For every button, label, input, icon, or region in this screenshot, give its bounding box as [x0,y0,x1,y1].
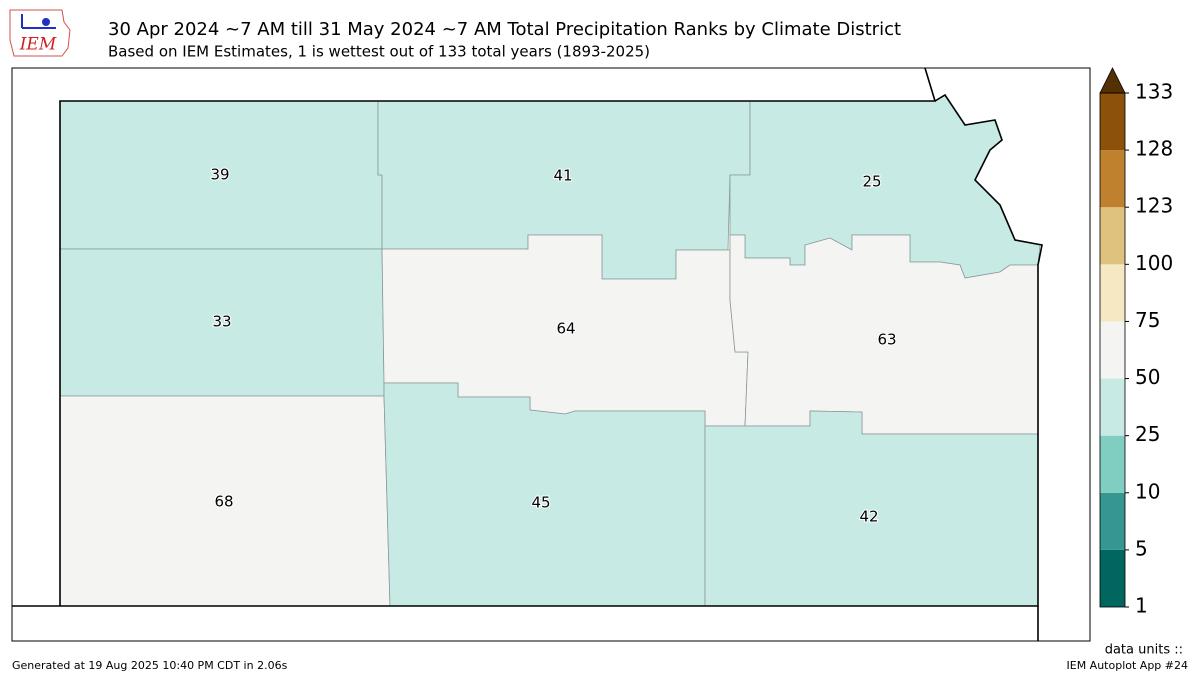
district [383,382,706,607]
footer-generated: Generated at 19 Aug 2025 10:40 PM CDT in… [12,659,288,672]
colorbar-segment [1100,150,1125,208]
state-borders [12,67,1043,641]
subtitle: Based on IEM Estimates, 1 is wettest out… [108,43,650,61]
district-rank: 45 [531,494,550,512]
title: 30 Apr 2024 ~7 AM till 31 May 2024 ~7 AM… [108,19,901,40]
colorbar-segment [1100,492,1125,550]
district-rank: 42 [859,508,878,526]
district-rank: 68 [214,493,233,511]
colorbar-tick-label: 10 [1135,479,1160,503]
colorbar-tick-label: 128 [1135,137,1173,161]
colorbar-segment [1100,93,1125,151]
colorbar-frame [1099,92,1126,608]
colorbar-tick-label: 1 [1135,594,1148,618]
border [934,93,1043,641]
colorbar-tick-label: 123 [1135,194,1173,218]
border [59,67,937,606]
colorbar: 1 5 10 25 50 75 100 123 128 133 [1099,67,1173,618]
colorbar-extend [1099,67,1126,94]
logo-text: IEM [19,35,57,55]
district-rank: 63 [877,331,896,349]
district-rank: 41 [553,167,572,185]
colorbar-tick-label: 133 [1135,80,1173,104]
colorbar-segment [1100,435,1125,493]
logo: IEM [9,9,71,57]
logo-outline [9,9,71,57]
colorbar-tick-label: 5 [1135,536,1148,560]
district-rank: 64 [556,320,575,338]
district-labels: 39 41 25 33 64 63 68 45 42 [209,165,897,527]
colorbar-tick-label: 100 [1135,251,1173,275]
colorbar-tick-label: 75 [1135,308,1160,332]
colorbar-segment [1100,264,1125,322]
colorbar-tick-label: 25 [1135,422,1160,446]
district-rank: 25 [862,173,881,191]
colorbar-segment [1100,378,1125,436]
colorbar-segment [1100,321,1125,379]
district-rank: 39 [210,166,229,184]
districts [59,94,1041,607]
colorbar-segment [1100,549,1125,607]
colorbar-tick-label: 50 [1135,365,1160,389]
colorbar-segment [1100,207,1125,265]
district-rank: 33 [212,313,231,331]
footer-app: IEM Autoplot App #24 [1067,659,1189,672]
units-label: data units :: [1105,643,1183,658]
logo-icon [42,18,50,26]
